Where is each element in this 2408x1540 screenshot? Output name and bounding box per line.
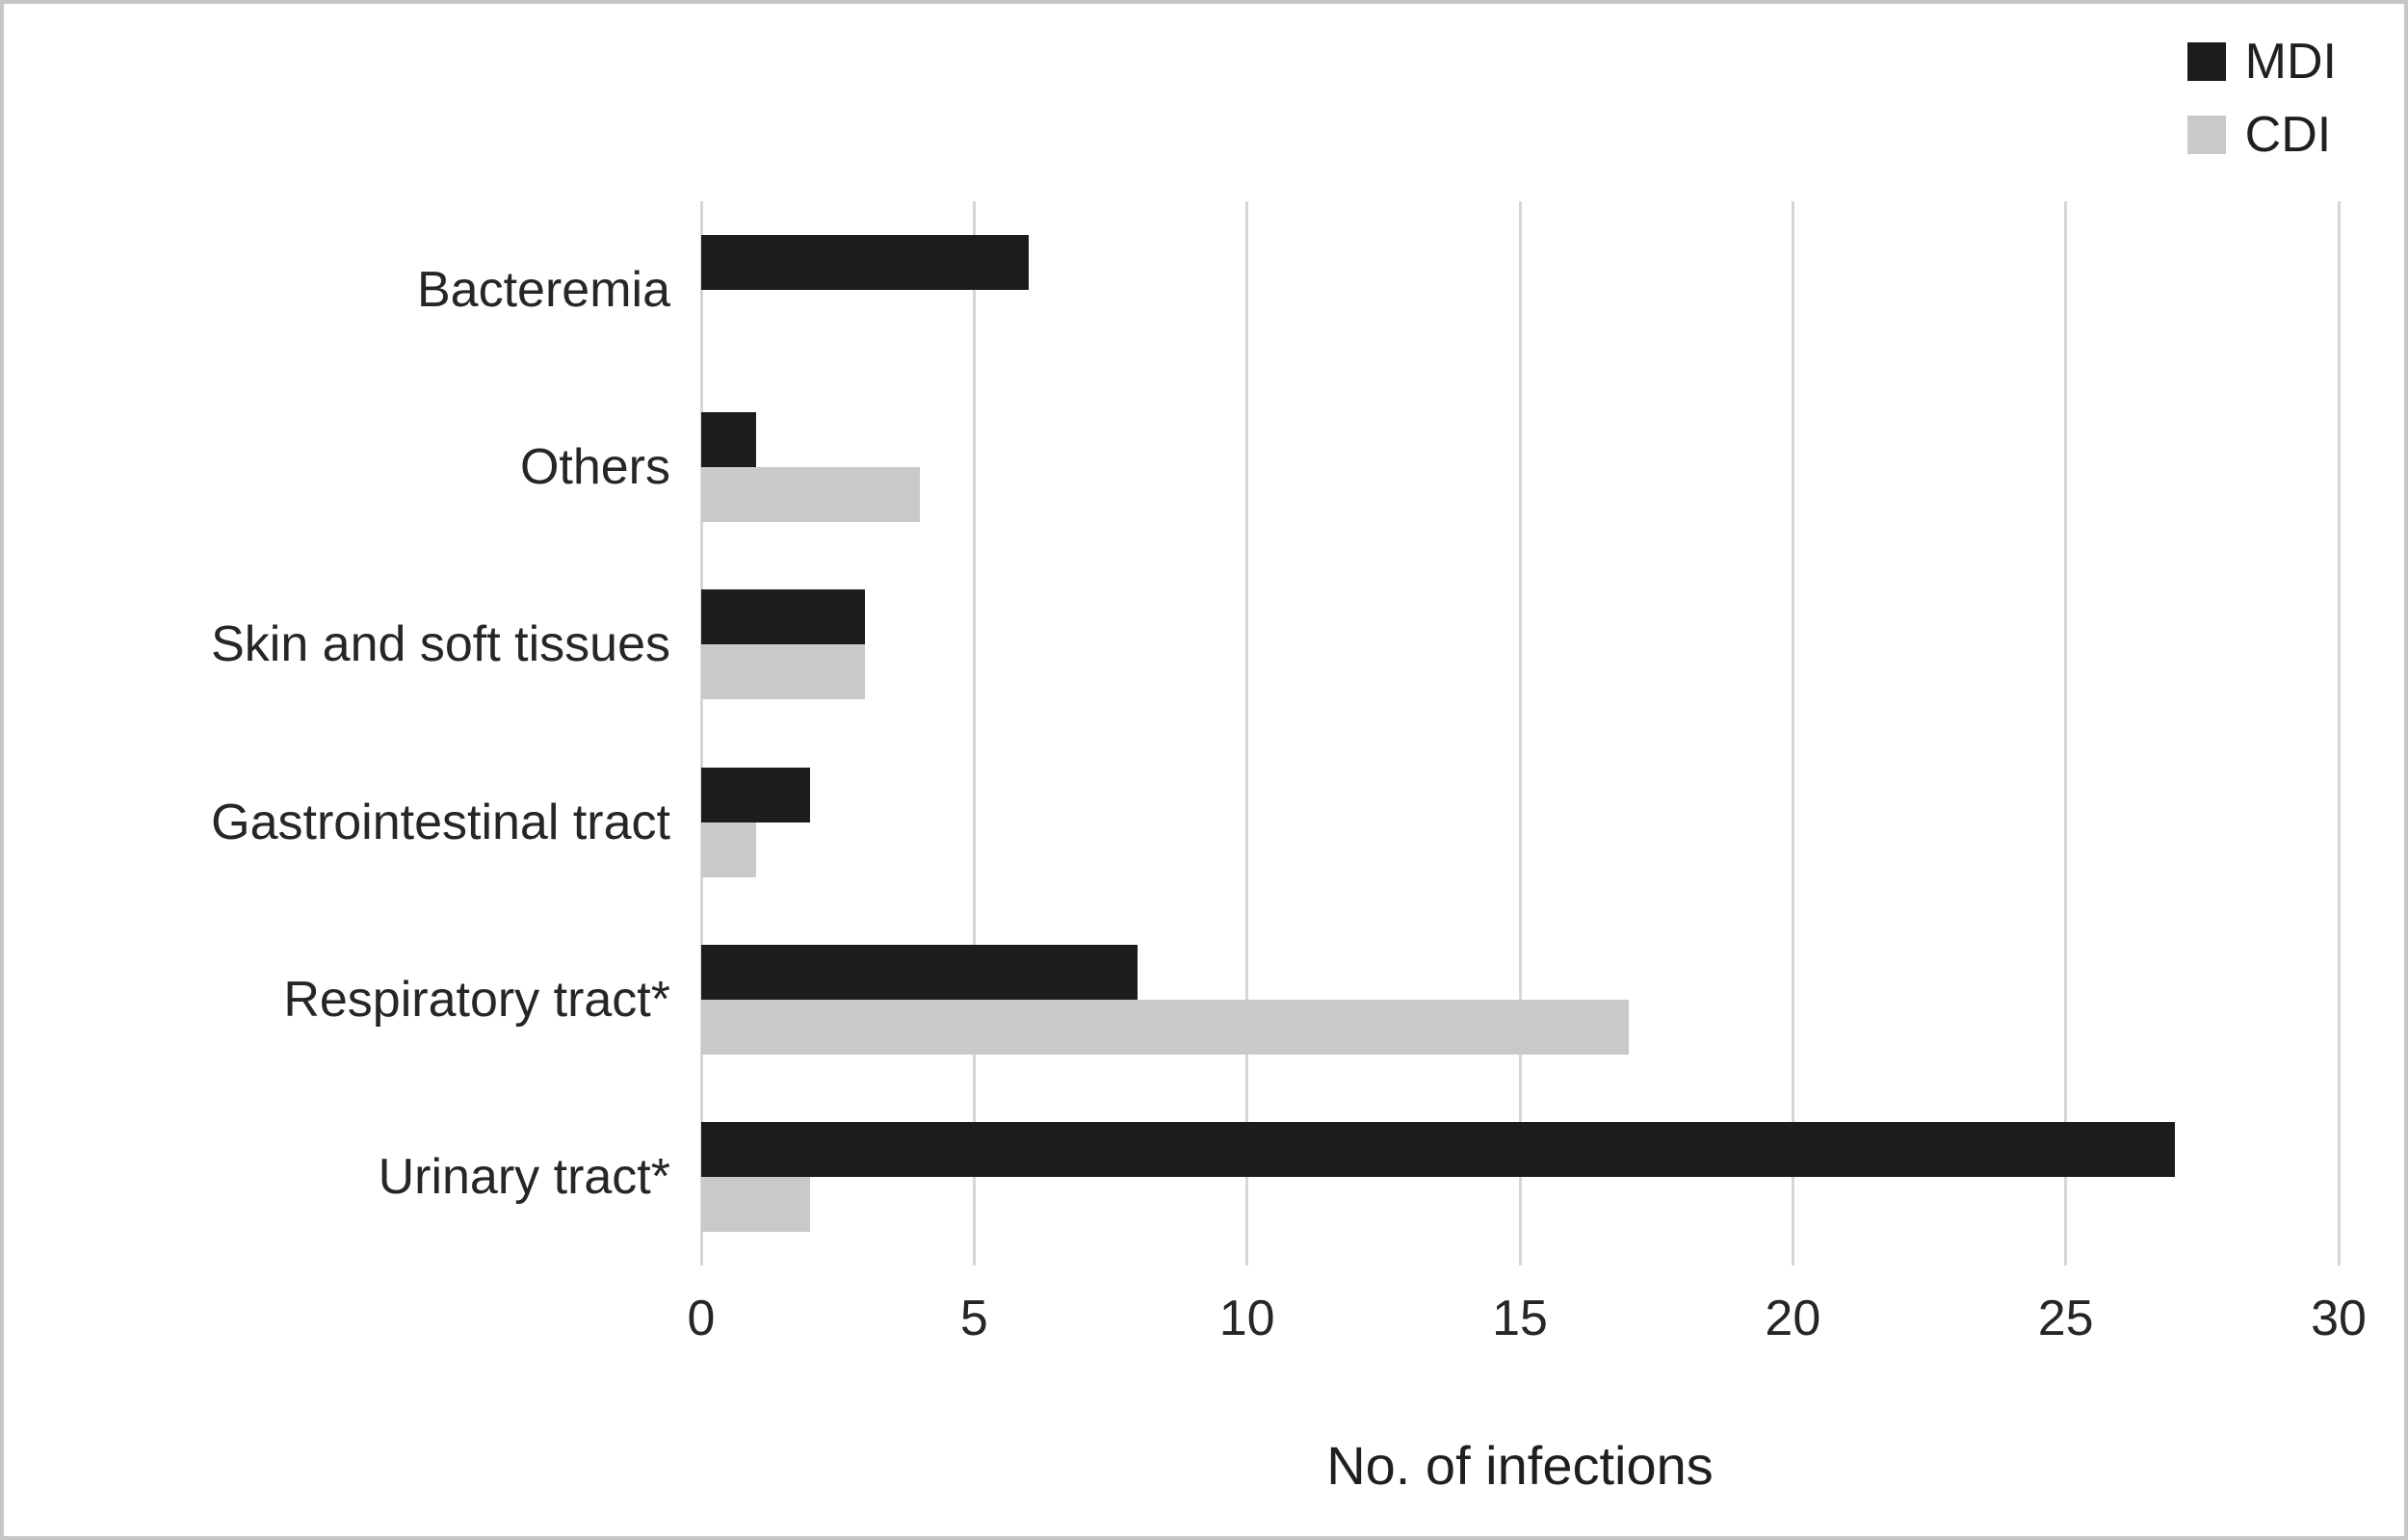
category-label: Gastrointestinal tract (211, 794, 670, 850)
category-label: Urinary tract* (378, 1148, 670, 1205)
gridline (2064, 201, 2068, 1266)
legend-swatch-cdi (2186, 116, 2226, 154)
category-label: Skin and soft tissues (211, 616, 670, 673)
bar-mdi (701, 589, 865, 645)
category-rows (701, 201, 2339, 1266)
plot-area (699, 201, 2341, 1266)
x-axis: 0 5 10 15 20 25 30 (688, 1290, 2367, 1357)
bar-group (701, 911, 2339, 1088)
category-label: Bacteremia (417, 262, 670, 319)
category-label: Respiratory tract* (283, 971, 670, 1028)
bar-cdi (701, 999, 1630, 1055)
bar-group (701, 556, 2339, 733)
x-tick-label: 15 (1492, 1291, 1548, 1346)
bar-mdi (701, 767, 811, 822)
category-label: Others (519, 439, 670, 496)
bar-cdi (701, 467, 920, 523)
x-tick-label: 25 (2037, 1291, 2094, 1346)
legend-item-cdi: CDI (2186, 106, 2332, 164)
bar-cdi (701, 644, 865, 700)
x-tick-label: 30 (2311, 1291, 2367, 1346)
legend-swatch-mdi (2186, 42, 2226, 81)
x-tick-label: 20 (1765, 1291, 1821, 1346)
bar-group (701, 1088, 2339, 1266)
legend-label-cdi: CDI (2244, 107, 2332, 163)
bar-mdi (701, 235, 1029, 291)
bar-group (701, 734, 2339, 911)
bar-cdi (701, 822, 756, 877)
x-axis-title: No. of infections (1326, 1435, 1714, 1496)
bar-cdi (701, 1176, 811, 1232)
gridline (2337, 201, 2341, 1266)
gridline (1518, 201, 1522, 1266)
x-tick-label: 5 (959, 1291, 988, 1346)
legend-item-mdi: MDI (2186, 33, 2337, 91)
bar-mdi (701, 412, 756, 468)
bar-mdi (701, 944, 1139, 1000)
category-labels: Bacteremia Others Skin and soft tissues Gas… (4, 201, 701, 1266)
bar-mdi (701, 1121, 2175, 1177)
bar-group (701, 378, 2339, 556)
gridlines (699, 201, 2341, 1266)
legend-label-mdi: MDI (2244, 34, 2337, 90)
gridline (699, 201, 703, 1266)
bar-group (701, 201, 2339, 378)
gridline (1791, 201, 1794, 1266)
gridline (1245, 201, 1249, 1266)
legend: MDI CDI (2186, 33, 2337, 164)
x-tick-label: 10 (1218, 1291, 1275, 1346)
x-tick-label: 0 (687, 1291, 716, 1346)
gridline (972, 201, 976, 1266)
